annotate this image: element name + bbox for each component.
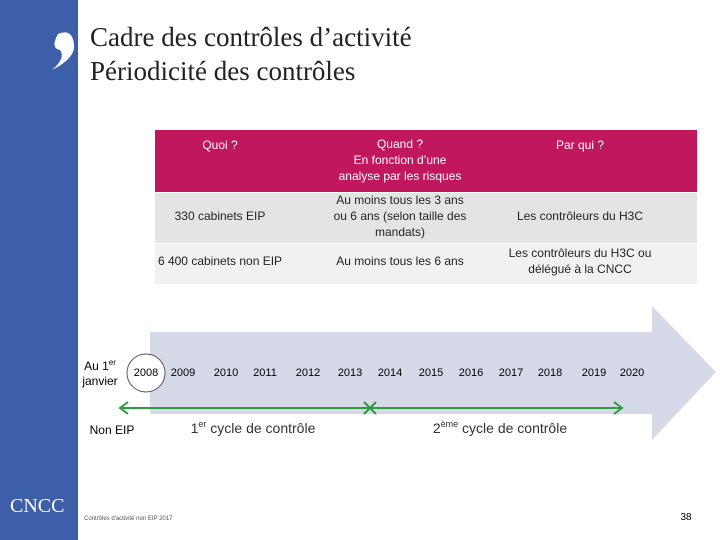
year-label: 2009: [171, 367, 195, 379]
table-cell: Au moins tous les 6 ans: [336, 254, 463, 268]
timeline-arrow: [150, 306, 716, 440]
start-label: Au 1er: [84, 358, 116, 373]
table-row: [155, 193, 697, 243]
year-label: 2017: [499, 367, 523, 379]
years: 2008 2009 2010 2011 2012 2013 2014 2015 2016 2017…: [134, 367, 644, 379]
table-cell: Les contrôleurs du H3C ou: [509, 246, 652, 260]
group-label: Non EIP: [90, 423, 135, 437]
column-header: Par qui ?: [556, 138, 604, 152]
year-label: 2008: [134, 367, 158, 379]
table-cell: Au moins tous les 3 ans: [336, 193, 463, 207]
title: Cadre des contrôles d’activité: [90, 22, 412, 52]
column-header: analyse par les risques: [339, 169, 462, 183]
cycle-label: 1er cycle de contrôle: [191, 419, 316, 436]
table-cell: 330 cabinets EIP: [175, 209, 266, 223]
sidebar: [0, 0, 78, 540]
table-row: [155, 244, 697, 284]
year-label: 2015: [419, 367, 443, 379]
start-label: janvier: [81, 374, 117, 388]
year-label: 2012: [296, 367, 320, 379]
table-header: [155, 130, 697, 192]
year-label: 2018: [538, 367, 562, 379]
table-cell: 6 400 cabinets non EIP: [158, 254, 282, 268]
footer-note: Contrôles d'activité non EIP 2017: [84, 516, 173, 522]
cycle-arrows: [118, 401, 624, 415]
table-cell: délégué à la CNCC: [528, 262, 632, 276]
year-label: 2013: [338, 367, 362, 379]
subtitle: Périodicité des contrôles: [90, 56, 355, 86]
table-cell: Les contrôleurs du H3C: [517, 209, 643, 223]
page-number: 38: [680, 512, 692, 523]
table-cell: mandats): [375, 225, 425, 239]
start-circle: [126, 353, 166, 393]
year-label: 2019: [582, 367, 606, 379]
cycle-label: 2ème cycle de contrôle: [433, 419, 567, 436]
year-label: 2011: [253, 367, 277, 379]
column-header: Quand ?: [377, 137, 423, 151]
year-label: 2014: [378, 367, 402, 379]
year-label: 2020: [620, 367, 644, 379]
year-label: 2010: [214, 367, 238, 379]
table: Quoi ? Quand ? En fonction d’une analyse pa…: [158, 137, 651, 276]
logo: CNCC: [10, 495, 64, 517]
quote-mark: [52, 32, 75, 70]
year-label: 2016: [459, 367, 483, 379]
table-cell: ou 6 ans (selon taille des: [334, 209, 467, 223]
column-header: En fonction d’une: [354, 153, 447, 167]
column-header: Quoi ?: [202, 138, 238, 152]
